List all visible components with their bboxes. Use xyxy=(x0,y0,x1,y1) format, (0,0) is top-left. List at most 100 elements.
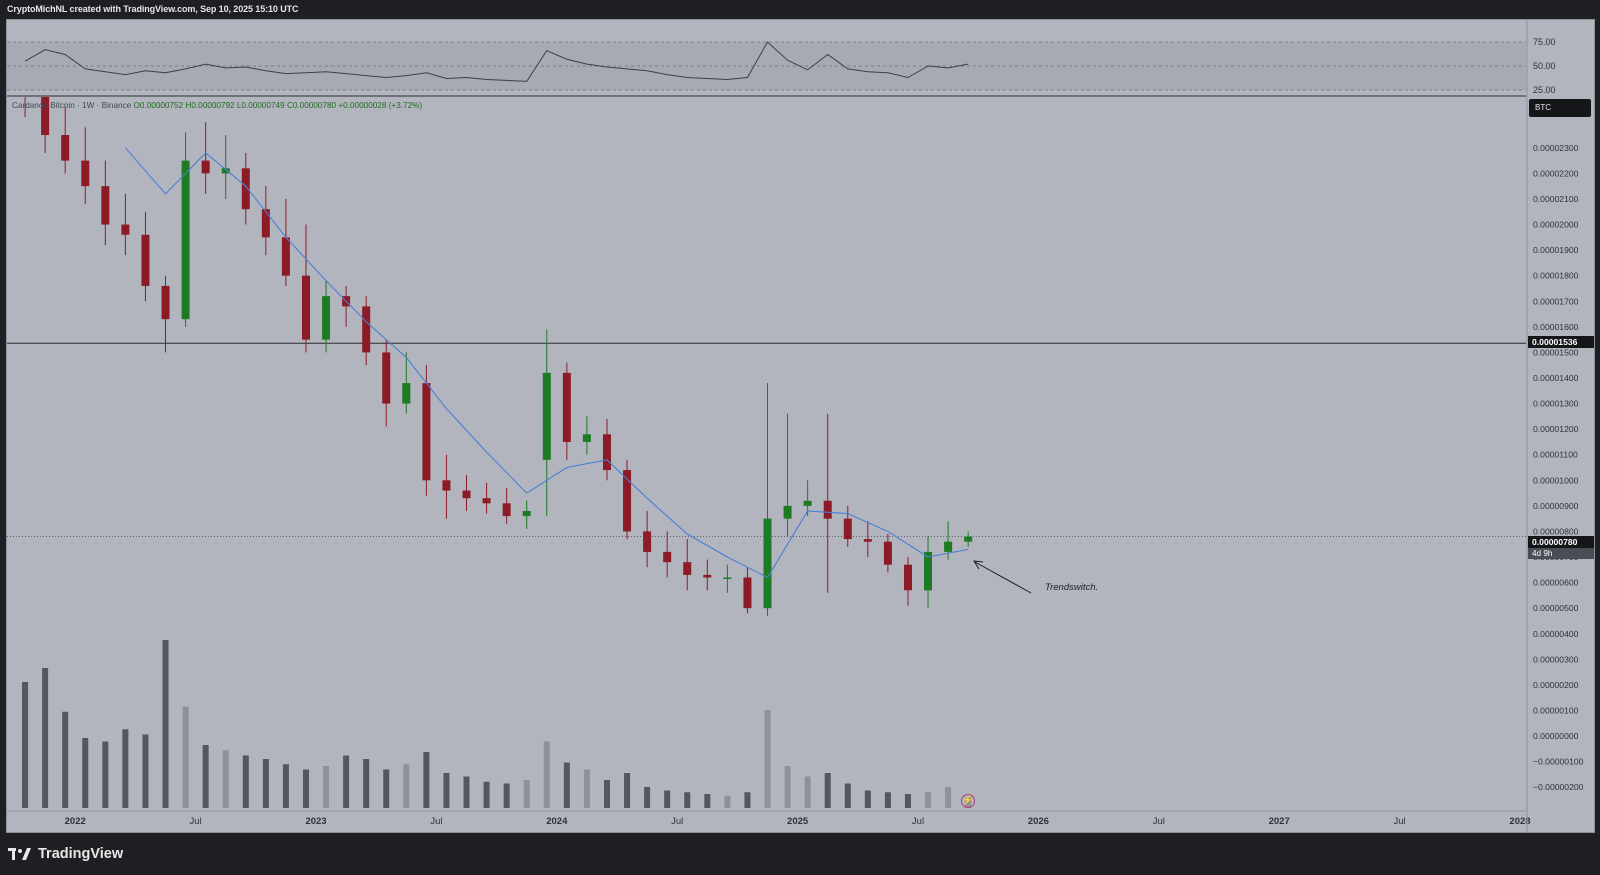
volume-bar xyxy=(644,787,651,808)
volume-bar xyxy=(624,773,631,808)
volume-bar xyxy=(62,711,69,808)
volume-bar xyxy=(483,781,490,808)
candle-body xyxy=(301,275,310,340)
candle-body xyxy=(542,372,551,460)
volume-bar xyxy=(82,738,89,808)
volume-bar xyxy=(202,745,209,808)
time-tick-label: 2025 xyxy=(787,816,809,827)
price-tick-label: 0.00000900 xyxy=(1533,501,1579,511)
time-tick-label: 2026 xyxy=(1028,816,1049,827)
volume-bar xyxy=(804,776,811,808)
time-tick-label: Jul xyxy=(430,816,442,827)
chart-frame[interactable] xyxy=(6,19,1595,833)
candle-body xyxy=(281,237,290,276)
volume-bar xyxy=(343,755,350,808)
candle-body xyxy=(903,564,912,591)
candle-body xyxy=(643,531,652,552)
rsi-line xyxy=(24,41,969,82)
candle-body xyxy=(121,224,130,235)
price-tick-label: 0.00000600 xyxy=(1533,578,1579,588)
candle-body xyxy=(241,168,250,210)
candle-body xyxy=(823,500,832,519)
currency-badge[interactable]: BTC xyxy=(1529,99,1591,117)
tradingview-logo[interactable]: TradingView xyxy=(8,846,123,862)
price-tick-label: 0.00001600 xyxy=(1533,322,1579,332)
price-tick-label: 0.00002200 xyxy=(1533,168,1579,178)
annotation-arrow-line xyxy=(974,561,1032,594)
time-tick-label: 2022 xyxy=(65,816,86,827)
candle-body xyxy=(141,234,150,286)
candle-body xyxy=(522,510,531,517)
volume-bar xyxy=(302,769,309,808)
candle-body xyxy=(221,168,230,174)
candle-body xyxy=(863,539,872,542)
candle-body xyxy=(422,383,431,481)
tradingview-logo-icon xyxy=(8,848,31,860)
price-tick-label: 0.00000100 xyxy=(1533,705,1579,715)
time-tick-label: 2028 xyxy=(1509,816,1530,827)
time-tick-label: 2024 xyxy=(546,816,568,827)
price-tick-label: 0.00000800 xyxy=(1533,526,1579,536)
candle-body xyxy=(883,541,892,565)
volume-bar xyxy=(282,764,289,808)
attribution-text: CryptoMichNL created with TradingView.co… xyxy=(7,4,299,14)
lightning-icon[interactable]: ⚡ xyxy=(961,794,975,808)
volume-bar xyxy=(904,794,911,808)
candle-body xyxy=(582,434,591,442)
volume-bar xyxy=(443,773,450,808)
volume-bar xyxy=(764,710,771,808)
price-tick-label: 0.00001400 xyxy=(1533,373,1579,383)
time-tick-label: Jul xyxy=(1394,816,1406,827)
time-tick-label: Jul xyxy=(912,816,924,827)
volume-bar xyxy=(403,764,410,808)
candle-body xyxy=(261,209,270,238)
volume-bar xyxy=(142,734,149,808)
rsi-tick-label: 25.00 xyxy=(1533,85,1556,95)
candle-body xyxy=(101,186,110,225)
volume-bar xyxy=(543,741,550,808)
trendswitch-annotation[interactable]: Trendswitch. xyxy=(1045,582,1099,593)
time-tick-label: Jul xyxy=(190,816,202,827)
candle-body xyxy=(723,577,732,579)
volume-bar xyxy=(563,762,570,808)
price-tick-label: 0.00000400 xyxy=(1533,629,1579,639)
candle-body xyxy=(482,498,491,504)
candle-body xyxy=(362,306,371,353)
candles-group xyxy=(24,97,973,616)
candle-body xyxy=(663,551,672,563)
moving-average-line xyxy=(124,147,969,579)
candle-body xyxy=(562,372,571,442)
candle-body xyxy=(683,562,692,575)
candle-body xyxy=(322,296,331,340)
price-tick-label: 0.00002100 xyxy=(1533,194,1579,204)
level-price-tag: 0.00001536 xyxy=(1528,336,1594,348)
price-tick-label: 0.00002300 xyxy=(1533,143,1579,153)
symbol-legend: Cardano / Bitcoin · 1W · Binance O0.0000… xyxy=(12,101,422,110)
volume-bar xyxy=(684,792,691,808)
volume-bar xyxy=(102,741,109,808)
candle-body xyxy=(181,160,190,320)
price-tick-label: 0.00001000 xyxy=(1533,475,1579,485)
candle-body xyxy=(602,434,611,471)
volume-bar xyxy=(925,792,932,808)
volume-bar xyxy=(864,790,871,808)
candle-body xyxy=(161,285,170,320)
volume-bar xyxy=(242,755,249,808)
legend-ohlc: O0.00000752 H0.00000792 L0.00000749 C0.0… xyxy=(133,101,423,110)
rsi-tick-label: 75.00 xyxy=(1533,37,1556,47)
volume-bar xyxy=(844,783,851,808)
attribution-bar: CryptoMichNL created with TradingView.co… xyxy=(0,0,1600,19)
price-tick-label: −0.00000200 xyxy=(1533,782,1584,792)
candle-body xyxy=(81,160,90,187)
volume-bar xyxy=(222,750,229,808)
volume-bar xyxy=(603,780,610,808)
candle-body xyxy=(402,383,411,404)
candle-body xyxy=(843,518,852,540)
candle-body xyxy=(763,518,772,609)
candle-body xyxy=(964,536,973,542)
candle-body xyxy=(61,135,70,161)
volume-bar xyxy=(323,766,330,808)
candle-body xyxy=(783,505,792,519)
candle-body xyxy=(462,490,471,499)
